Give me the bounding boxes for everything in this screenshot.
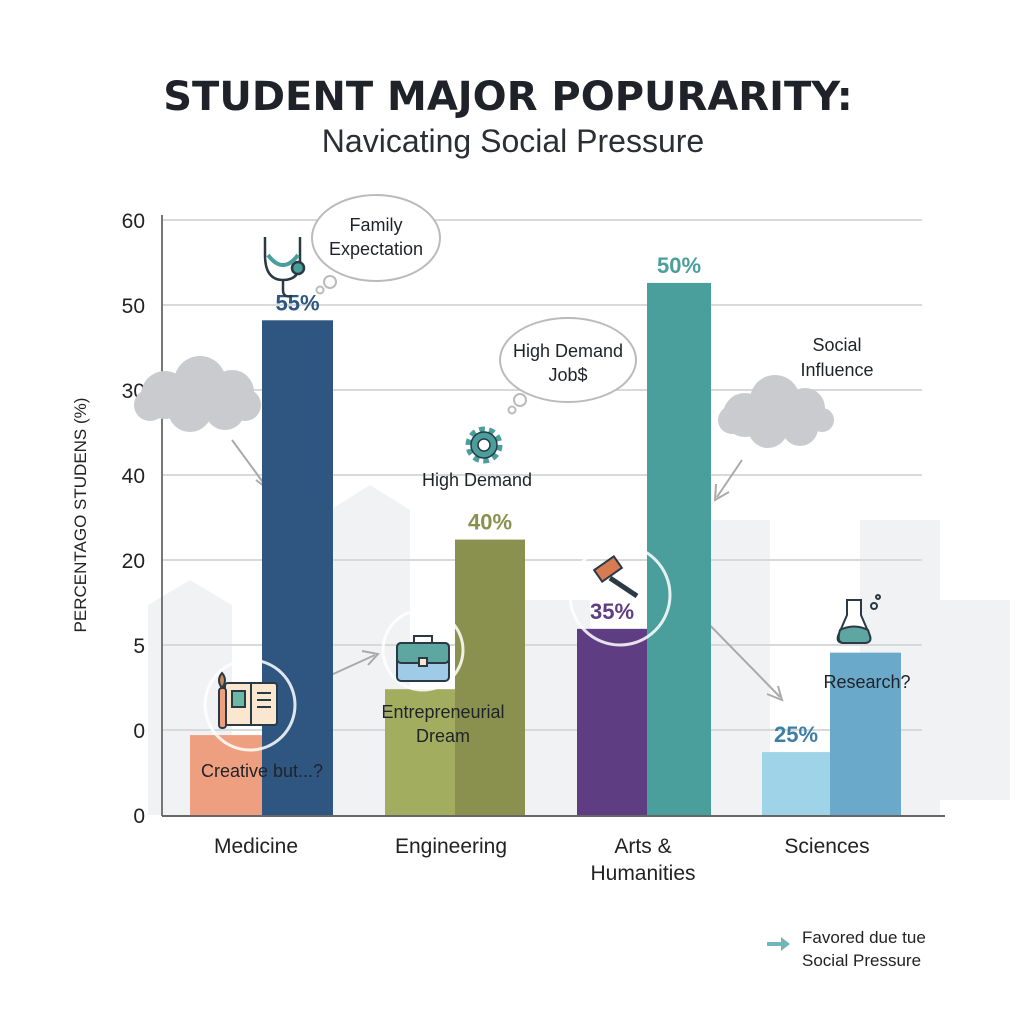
annotation-entrepreneurial-1: Entrepreneurial bbox=[381, 702, 504, 722]
bar-medicine-primary bbox=[262, 320, 333, 815]
bar-engineering-secondary bbox=[385, 689, 455, 815]
x-category-label: Arts & bbox=[614, 835, 671, 858]
annotation-job-1: High Demand bbox=[513, 341, 623, 361]
annotation-job-2: Job$ bbox=[548, 365, 587, 385]
bars: 55% Medicine 40% Engineering 35% 50% Arts & Hum… bbox=[190, 253, 901, 885]
annotation-family-1: Family bbox=[350, 215, 403, 235]
book-paintbrush-icon bbox=[218, 671, 278, 729]
highlight-rings bbox=[203, 543, 672, 752]
flask-icon bbox=[836, 594, 881, 644]
gavel-icon bbox=[592, 554, 639, 599]
annotation-high-demand: High Demand bbox=[422, 470, 532, 490]
y-tick-label: 50 bbox=[122, 295, 145, 318]
bar-sciences-primary bbox=[830, 652, 901, 815]
legend: Favored due tue Social Pressure bbox=[767, 928, 926, 970]
annotation-family-2: Expectation bbox=[329, 239, 423, 259]
chart-subtitle: Navicating Social Pressure bbox=[322, 123, 704, 159]
x-category-label: Medicine bbox=[214, 835, 298, 858]
annotation-research: Research? bbox=[823, 672, 910, 692]
value-label: 35% bbox=[590, 599, 634, 624]
thought-bubble-job bbox=[499, 317, 637, 415]
annotation-creative: Creative but...? bbox=[201, 761, 323, 781]
annotation-entrepreneurial-2: Dream bbox=[416, 726, 470, 746]
cloud-icon bbox=[134, 356, 261, 432]
x-category-label-line2: Humanities bbox=[590, 862, 695, 885]
thought-bubble-family bbox=[311, 194, 441, 295]
x-category-label: Engineering bbox=[395, 835, 507, 858]
y-tick-label: 0 bbox=[133, 720, 145, 743]
bar-arts--primary-low bbox=[577, 628, 647, 815]
stethoscope-icon bbox=[263, 237, 306, 298]
annotation-social-2: Influence bbox=[800, 360, 873, 380]
value-label: 25% bbox=[774, 722, 818, 747]
legend-arrow-icon bbox=[767, 937, 790, 951]
y-tick-label: 5 bbox=[133, 635, 145, 658]
bar-medicine-secondary bbox=[190, 735, 262, 815]
bar-engineering-primary bbox=[455, 539, 525, 815]
y-tick-label: 20 bbox=[122, 550, 145, 573]
value-label: 55% bbox=[275, 290, 319, 315]
annotation-social-1: Social bbox=[812, 335, 861, 355]
value-label: 40% bbox=[468, 510, 512, 535]
y-tick-label: 60 bbox=[122, 210, 145, 233]
bar-arts--primary bbox=[647, 282, 711, 815]
y-axis-label: PERCENTAGO STUDENS (%) bbox=[71, 398, 90, 633]
cloud-icon bbox=[718, 375, 834, 448]
value-label: 50% bbox=[657, 253, 701, 278]
y-tick-label: 0 bbox=[133, 805, 145, 828]
gear-icon bbox=[465, 426, 503, 464]
chart-title: STUDENT MAJOR POPURARITY: bbox=[163, 74, 853, 120]
legend-label-1: Favored due tue bbox=[802, 928, 926, 947]
x-category-label: Sciences bbox=[784, 835, 869, 858]
y-tick-label: 40 bbox=[122, 465, 145, 488]
legend-label-2: Social Pressure bbox=[802, 951, 921, 970]
bar-sciences-secondary bbox=[762, 752, 830, 815]
briefcase-icon bbox=[396, 635, 450, 682]
